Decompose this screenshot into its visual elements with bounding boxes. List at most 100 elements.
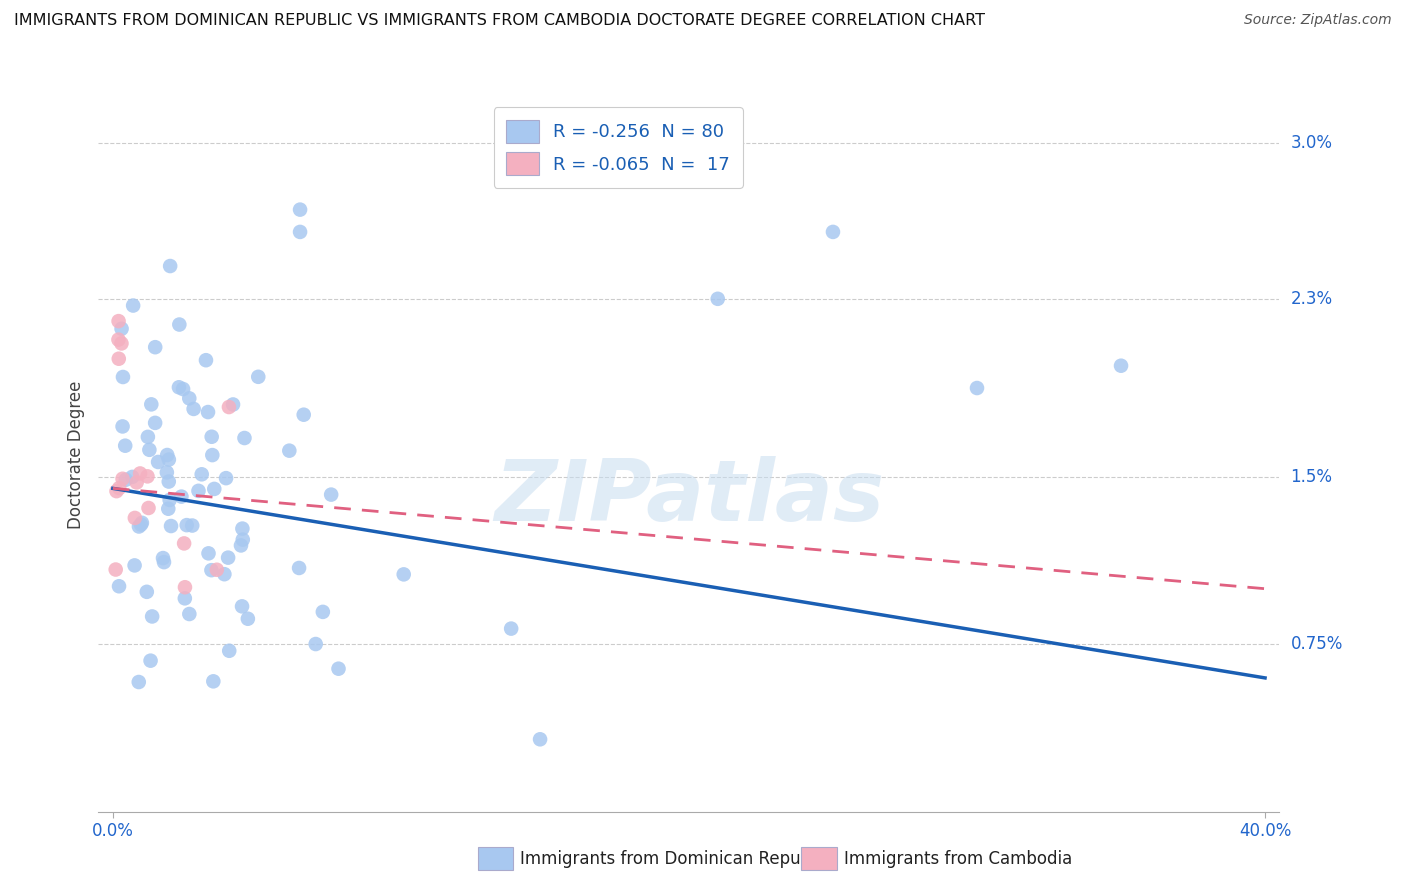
Point	[190, 467, 212, 482]
Point	[146, 455, 169, 469]
Point	[501, 622, 523, 636]
Point	[172, 382, 194, 396]
Point	[197, 405, 219, 419]
Point	[122, 299, 145, 313]
Point	[114, 439, 136, 453]
Point	[167, 380, 190, 394]
Point	[143, 340, 166, 354]
Point	[288, 225, 311, 239]
Point	[236, 612, 259, 626]
Point	[312, 605, 335, 619]
Point	[110, 322, 132, 336]
Point	[111, 419, 134, 434]
Point	[139, 654, 162, 668]
Point	[153, 555, 176, 569]
Point	[159, 259, 181, 273]
Point	[233, 431, 256, 445]
Point	[706, 292, 728, 306]
Point	[121, 470, 143, 484]
Point	[135, 584, 157, 599]
Point	[217, 550, 239, 565]
Text: Source: ZipAtlas.com: Source: ZipAtlas.com	[1244, 13, 1392, 28]
Point	[174, 580, 197, 594]
Point	[328, 662, 350, 676]
Point	[201, 430, 224, 444]
Point	[278, 443, 301, 458]
Point	[128, 519, 150, 533]
Point	[179, 392, 201, 406]
Point	[288, 202, 311, 217]
Point	[107, 351, 129, 366]
Point	[104, 562, 127, 576]
Text: ZIPatlas: ZIPatlas	[494, 456, 884, 540]
Point	[131, 516, 153, 530]
Point	[157, 475, 180, 489]
Text: Immigrants from Dominican Republic: Immigrants from Dominican Republic	[520, 850, 830, 868]
Point	[231, 599, 253, 614]
Point	[176, 518, 198, 533]
Point	[136, 430, 159, 444]
Text: 3.0%: 3.0%	[1291, 134, 1333, 152]
Point	[169, 318, 191, 332]
Point	[247, 369, 270, 384]
Point	[138, 500, 160, 515]
Point	[143, 416, 166, 430]
Point	[181, 518, 204, 533]
Point	[215, 471, 238, 485]
Point	[156, 448, 179, 462]
Point	[156, 466, 179, 480]
Point	[114, 473, 136, 487]
Point	[128, 675, 150, 690]
Point	[136, 469, 159, 483]
Point	[205, 563, 228, 577]
Point	[392, 567, 415, 582]
Point	[187, 483, 209, 498]
Point	[179, 607, 201, 621]
Point	[141, 397, 163, 411]
Point	[159, 492, 181, 507]
Point	[125, 475, 148, 490]
Point	[821, 225, 844, 239]
Point	[1109, 359, 1132, 373]
Point	[200, 563, 222, 577]
Point	[129, 517, 152, 532]
Point	[152, 551, 174, 566]
Point	[111, 370, 134, 384]
Point	[157, 501, 180, 516]
Point	[288, 561, 311, 575]
Point	[108, 579, 131, 593]
Point	[197, 546, 219, 560]
Point	[202, 674, 225, 689]
Legend: R = -0.256  N = 80, R = -0.065  N =  17: R = -0.256 N = 80, R = -0.065 N = 17	[494, 107, 742, 188]
Point	[141, 609, 163, 624]
Point	[170, 490, 193, 504]
Text: 2.3%: 2.3%	[1291, 290, 1333, 308]
Point	[183, 401, 205, 416]
Text: 0.75%: 0.75%	[1291, 635, 1343, 654]
Point	[107, 333, 129, 347]
Point	[201, 448, 224, 462]
Point	[173, 591, 195, 606]
Point	[232, 533, 254, 547]
Point	[321, 487, 343, 501]
Point	[173, 536, 195, 550]
Point	[124, 558, 146, 573]
Point	[107, 314, 129, 328]
Point	[157, 452, 180, 467]
Text: Immigrants from Cambodia: Immigrants from Cambodia	[844, 850, 1071, 868]
Point	[218, 644, 240, 658]
Point	[218, 400, 240, 414]
Point	[231, 522, 253, 536]
Point	[222, 397, 245, 411]
Point	[108, 481, 131, 495]
Text: IMMIGRANTS FROM DOMINICAN REPUBLIC VS IMMIGRANTS FROM CAMBODIA DOCTORATE DEGREE : IMMIGRANTS FROM DOMINICAN REPUBLIC VS IM…	[14, 13, 986, 29]
Point	[529, 732, 551, 747]
Point	[111, 472, 134, 486]
Point	[966, 381, 988, 395]
Point	[138, 442, 160, 457]
Point	[105, 484, 128, 499]
Point	[194, 353, 217, 368]
Point	[129, 467, 152, 481]
Point	[214, 567, 236, 582]
Y-axis label: Doctorate Degree: Doctorate Degree	[66, 381, 84, 529]
